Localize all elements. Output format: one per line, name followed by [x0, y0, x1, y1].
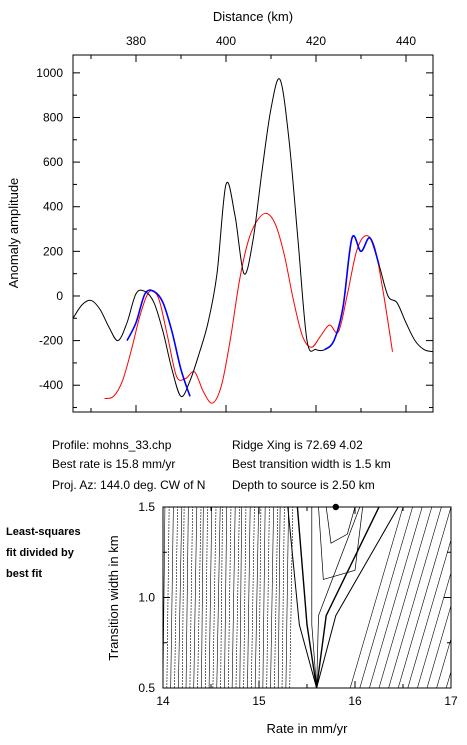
contour-x-axis-title: Rate in mm/yr	[267, 721, 349, 736]
contour-line-left	[266, 507, 270, 688]
contour-line-right	[426, 604, 451, 688]
contour-line-right	[359, 507, 413, 688]
contour-line-left	[224, 507, 228, 688]
contour-line-left	[216, 507, 221, 688]
profile-label: Profile: mohns_33.chp	[52, 438, 172, 452]
contour-line-right	[369, 507, 423, 688]
series-line-fit-window	[324, 235, 380, 351]
contour-line-left	[239, 507, 243, 688]
contour-line-inner	[318, 507, 364, 580]
x-tick-label: 420	[306, 34, 326, 48]
contour-line-left	[201, 507, 204, 688]
contour-line-left	[220, 507, 223, 688]
series-line-fit-window	[126, 289, 191, 397]
contour-x-tick-label: 14	[156, 694, 170, 708]
contour-line-left	[197, 507, 202, 688]
y-tick-label: 800	[43, 110, 63, 124]
x-axis-title: Distance (km)	[213, 9, 293, 24]
contour-line-left	[204, 507, 208, 688]
contour-line-left	[251, 507, 255, 688]
contour-line-right	[417, 571, 451, 688]
x-tick-label: 400	[216, 34, 236, 48]
contour-line-left	[193, 507, 198, 688]
contour-x-tick-label: 15	[252, 694, 266, 708]
contour-line-left	[247, 507, 251, 688]
contour-x-tick-label: 16	[348, 694, 362, 708]
depth-label: Depth to source is 2.50 km	[232, 478, 375, 492]
y-axis-title: Anomaly amplitude	[6, 178, 21, 289]
contour-line-right	[349, 507, 404, 688]
contour-line-left	[262, 507, 266, 688]
contour-line-left	[174, 507, 178, 688]
y-tick-label: 600	[43, 155, 63, 169]
y-tick-label: -400	[39, 378, 63, 392]
contour-line-left	[208, 507, 213, 688]
proj-az-label: Proj. Az: 144.0 deg. CW of N	[52, 478, 205, 492]
contour-line-left	[285, 507, 289, 688]
contour-x-tick-label: 17	[444, 694, 458, 708]
y-tick-label: 400	[43, 200, 63, 214]
contour-line-v	[311, 507, 361, 688]
contour-line-right	[388, 507, 442, 688]
contour-line-left	[277, 507, 281, 688]
contour-line-left	[235, 507, 240, 688]
series-line-model	[104, 212, 393, 404]
ridge-xing-label: Ridge Xing is 72.69 4.02	[232, 438, 363, 452]
contour-line-right	[407, 538, 451, 688]
contour-y-tick-label: 1.0	[138, 591, 155, 605]
y-tick-label: 1000	[36, 66, 63, 80]
x-tick-label: 380	[126, 34, 146, 48]
contour-line-left	[270, 507, 274, 688]
contour-line-left	[170, 507, 174, 688]
contour-line-right	[436, 637, 451, 688]
y-tick-label: 200	[43, 244, 63, 258]
contour-y-tick-label: 1.5	[138, 500, 155, 514]
info-block: Profile: mohns_33.chp Best rate is 15.8 …	[52, 438, 391, 492]
contour-line-left	[185, 507, 189, 688]
side-label: Least-squares fit divided by best fit	[6, 526, 81, 580]
contour-line-v	[296, 507, 380, 688]
contour-line-left	[243, 507, 247, 688]
contour-line-left	[274, 507, 279, 688]
contour-line-left	[258, 507, 262, 688]
contour-line-left	[227, 507, 232, 688]
contour-y-tick-label: 0.5	[138, 681, 155, 695]
contour-line-left	[289, 507, 294, 688]
side-label-line-2: fit divided by	[6, 547, 75, 559]
y-tick-label: -200	[39, 334, 63, 348]
contour-line-inner	[325, 507, 356, 544]
best-rate-label: Best rate is 15.8 mm/yr	[52, 457, 175, 471]
contour-line-right	[397, 507, 451, 688]
contour-y-axis-title: Transition width in km	[106, 535, 121, 660]
plot-frame	[72, 54, 434, 413]
best-transition-label: Best transition width is 1.5 km	[232, 457, 391, 471]
x-tick-label: 440	[396, 34, 416, 48]
contour-line-left	[181, 507, 185, 688]
contour-line-right	[456, 507, 467, 688]
contour-line-left	[212, 507, 217, 688]
contour-line-left	[281, 507, 285, 688]
misfit-contour-chart: 14 15 16 17 0.5 1.0 1.5 Rate in mm/yr Transiti…	[106, 500, 467, 736]
side-label-line-3: best fit	[6, 568, 42, 580]
contour-line-right	[378, 507, 433, 688]
contour-line-left	[254, 507, 259, 688]
side-label-line-1: Least-squares	[6, 526, 81, 538]
contour-line-left	[189, 507, 193, 688]
contour-line-v	[287, 507, 399, 688]
series-line-observed	[72, 78, 434, 398]
contour-line-left	[178, 507, 183, 688]
y-tick-label: 0	[56, 289, 63, 303]
anomaly-profile-chart: 380 400 420 440 -400 -200 0 200 400 600 800 1000 Di…	[6, 9, 434, 413]
contour-line-left	[231, 507, 236, 688]
